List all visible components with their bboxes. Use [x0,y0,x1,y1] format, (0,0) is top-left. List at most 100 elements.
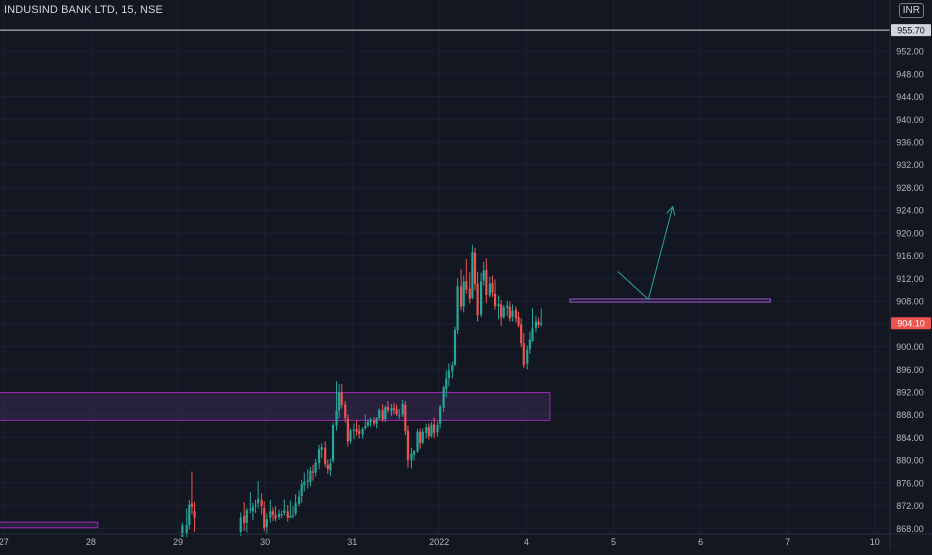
candle [338,384,341,419]
candle [314,459,317,477]
candle [190,471,194,515]
candle-body [369,419,372,423]
candle-body [514,309,518,319]
candle [522,332,525,369]
price-tick-label: 884.00 [896,433,924,443]
price-tick-label: 928.00 [896,183,924,193]
candle-body [378,410,381,419]
candle [311,464,315,481]
candle [181,522,184,537]
candle [239,512,242,537]
candle [251,502,255,521]
candle [421,428,424,445]
candle-body [511,310,514,317]
candle-body [277,513,281,517]
candle-body [522,343,525,366]
candle [427,423,430,440]
candle-body [500,304,503,318]
candle [297,490,301,507]
candle-body [239,517,242,532]
candle-body [303,481,306,486]
candle [269,499,272,523]
candle-body [502,307,505,317]
price-tick-label: 880.00 [896,456,924,466]
candle-body [421,431,424,443]
candle [291,506,295,519]
candle-body [309,470,312,482]
candle-body [254,505,257,507]
candle [369,417,372,427]
candle [416,428,419,453]
candle-body [497,303,500,307]
candle-body [430,424,433,436]
candle-body [263,507,266,528]
candle-body [352,429,356,431]
candle [320,443,323,458]
candle [456,278,459,335]
candle [534,315,538,333]
candle [300,480,303,503]
candle-body [447,370,450,378]
candle-body [488,283,491,296]
candle [520,318,523,348]
candle-body [531,328,534,341]
candle-body [294,502,297,514]
candle [384,405,387,423]
candle-body [326,464,329,470]
candle-body [306,480,309,482]
candle [445,370,448,398]
candle-body [249,509,252,511]
candle-body [358,430,361,435]
currency-badge[interactable]: INR [898,3,924,18]
candle [491,275,494,298]
price-tick-label: 952.00 [896,47,924,57]
price-tick-label: 908.00 [896,297,924,307]
candle [344,401,347,423]
candle-body [300,484,303,496]
candle [506,300,509,317]
price-tick-label: 892.00 [896,387,924,397]
candle-body [314,462,317,473]
candle [306,469,309,489]
price-tick-label: 900.00 [896,342,924,352]
candle-body [439,406,442,424]
candle [335,381,338,431]
time-tick-label: 4 [524,537,529,547]
candle-body [384,407,387,420]
candle [480,272,483,317]
candle-body [476,283,479,316]
projection-path [617,206,674,301]
time-tick-label: 2022 [429,537,449,547]
candle-body [361,428,364,435]
candle [473,247,477,291]
candle [459,269,463,311]
time-axis[interactable]: 27 28 29 30 31 2022 4 5 6 7 10 [0,533,932,547]
candle-body [245,510,248,523]
candle [185,508,188,537]
candle [340,384,343,409]
candle-body [459,286,463,307]
candle [432,417,436,438]
candle-body [283,510,286,513]
candle [453,326,457,366]
grid [0,0,890,534]
candle [289,500,292,519]
candle-body [432,424,436,433]
candle-body [297,496,301,504]
price-tick-label: 868.00 [896,524,924,534]
price-axis[interactable]: 868.00 872.00 876.00 880.00 884.00 888.00 892.… [896,47,924,534]
price-badges: 955.70 904.10 [891,24,931,330]
candle-body [462,281,465,307]
candle [352,423,356,440]
candle [277,509,281,520]
time-tick-label: 30 [260,537,270,547]
candle-body [269,511,272,518]
candle-body [482,270,485,281]
candle [465,259,468,294]
price-tick-label: 896.00 [896,365,924,375]
candle [406,425,410,468]
candle [372,416,376,427]
candle [260,493,263,515]
